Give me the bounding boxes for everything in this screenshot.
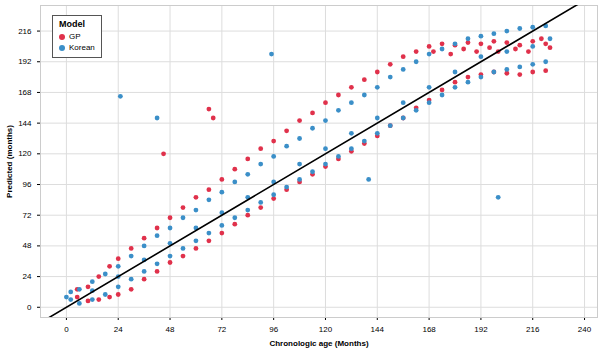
html-text:Model: Model (59, 19, 85, 29)
svg-text:168: 168 (18, 88, 32, 97)
svg-text:144: 144 (371, 325, 385, 334)
svg-text:24: 24 (114, 325, 123, 334)
svg-text:168: 168 (422, 325, 436, 334)
html-text:Korean: Korean (69, 43, 95, 52)
svg-text:192: 192 (18, 57, 32, 66)
svg-text:216: 216 (18, 27, 32, 36)
svg-text:24: 24 (23, 272, 32, 281)
svg-text:120: 120 (319, 325, 333, 334)
html-text:GP: GP (69, 32, 81, 41)
svg-text:Chronologic age (Months): Chronologic age (Months) (269, 339, 368, 348)
svg-text:48: 48 (166, 325, 175, 334)
svg-text:72: 72 (217, 325, 226, 334)
svg-text:48: 48 (23, 241, 32, 250)
svg-text:0: 0 (27, 303, 32, 312)
svg-text:Predicted (months): Predicted (months) (5, 125, 14, 198)
svg-text:144: 144 (18, 119, 32, 128)
svg-text:216: 216 (526, 325, 540, 334)
svg-text:96: 96 (23, 180, 32, 189)
svg-text:120: 120 (18, 149, 32, 158)
svg-text:0: 0 (64, 325, 69, 334)
svg-text:240: 240 (578, 325, 592, 334)
svg-text:192: 192 (474, 325, 488, 334)
svg-text:72: 72 (23, 211, 32, 220)
svg-text:96: 96 (269, 325, 278, 334)
